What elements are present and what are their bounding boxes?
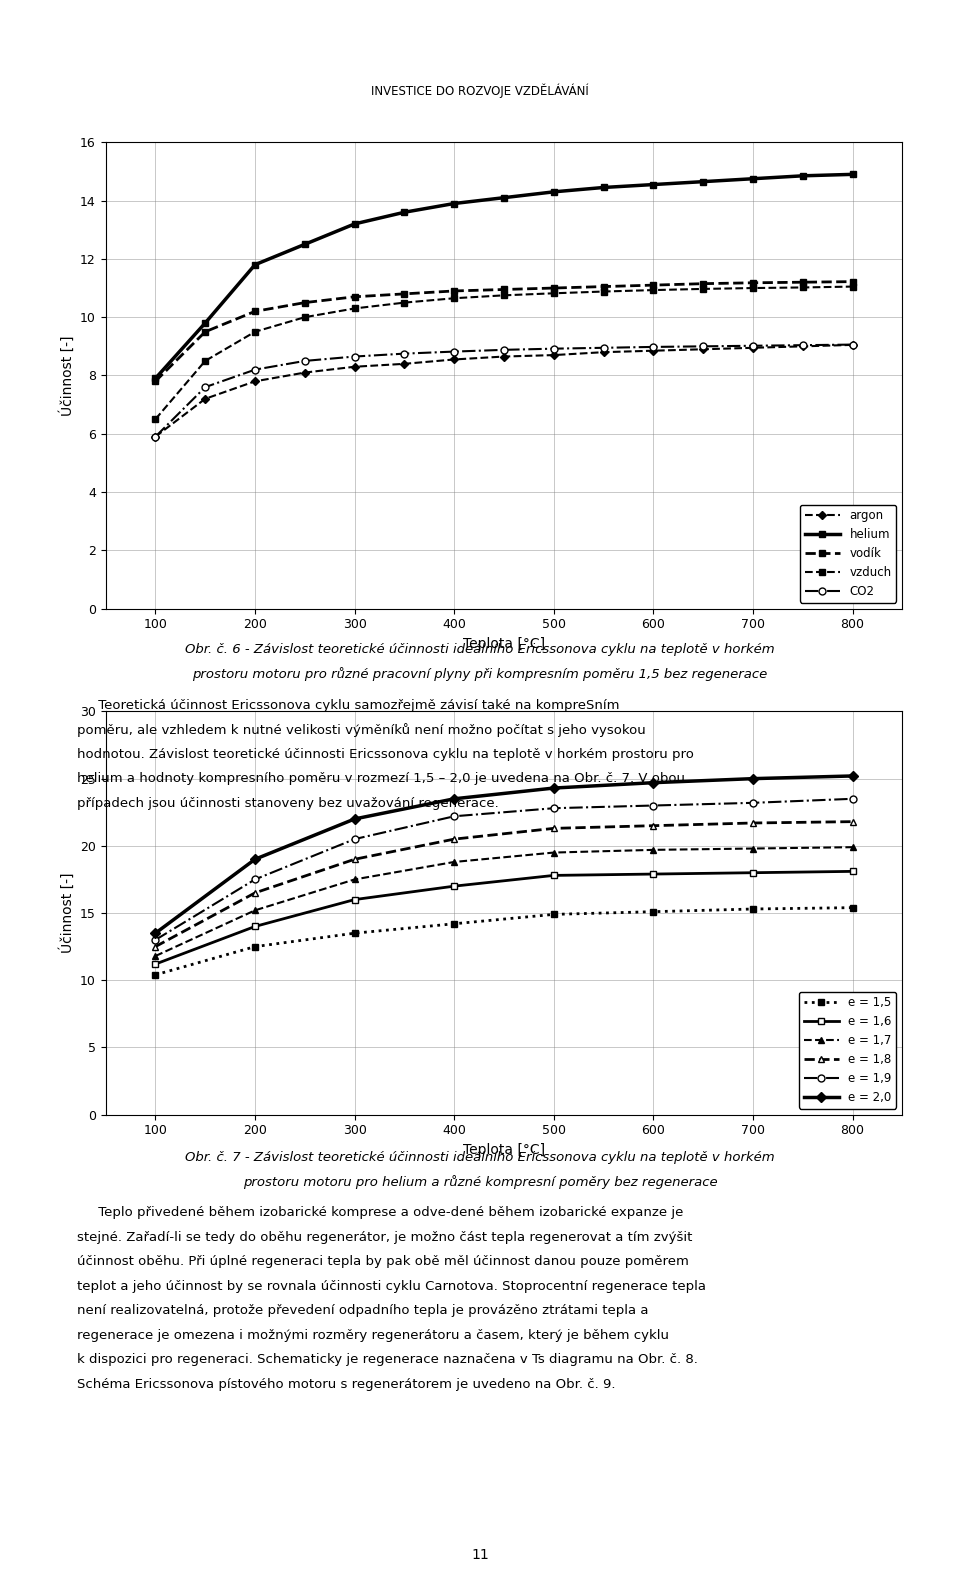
X-axis label: Teplota [°C]: Teplota [°C]: [463, 1143, 545, 1157]
Y-axis label: Účinnost [-]: Účinnost [-]: [59, 873, 75, 953]
Text: k dispozici pro regeneraci. Schematicky je regenerace naznačena v Ts diagramu na: k dispozici pro regeneraci. Schematicky …: [77, 1353, 698, 1366]
Text: Obr. č. 6 - Závislost teoretické účinnosti ideálního Ericssonova cyklu na teplot: Obr. č. 6 - Závislost teoretické účinnos…: [185, 643, 775, 656]
Text: 11: 11: [471, 1548, 489, 1562]
Text: Obr. č. 7 - Závislost teoretické účinnosti ideálního Ericssonova cyklu na teplot: Obr. č. 7 - Závislost teoretické účinnos…: [185, 1151, 775, 1164]
Text: Teoretická účinnost Ericssonova cyklu samozřejmě závisí také na kompreSním: Teoretická účinnost Ericssonova cyklu sa…: [77, 699, 619, 711]
Legend: argon, helium, vodík, vzduch, CO2: argon, helium, vodík, vzduch, CO2: [800, 504, 897, 602]
Legend: e = 1,5, e = 1,6, e = 1,7, e = 1,8, e = 1,9, e = 2,0: e = 1,5, e = 1,6, e = 1,7, e = 1,8, e = …: [799, 991, 897, 1108]
Text: účinnost oběhu. Při úplné regeneraci tepla by pak obě měl účinnost danou pouze p: účinnost oběhu. Při úplné regeneraci tep…: [77, 1255, 688, 1268]
Text: hodnotou. Závislost teoretické účinnosti Ericssonova cyklu na teplotě v horkém p: hodnotou. Závislost teoretické účinnosti…: [77, 748, 694, 760]
Text: Schéma Ericssonova pístového motoru s regenerátorem je uvedeno na Obr. č. 9.: Schéma Ericssonova pístového motoru s re…: [77, 1377, 615, 1391]
Text: prostoru motoru pro helium a různé kompresní poměry bez regenerace: prostoru motoru pro helium a různé kompr…: [243, 1175, 717, 1189]
Y-axis label: Účinnost [-]: Účinnost [-]: [59, 335, 75, 416]
Text: teplot a jeho účinnost by se rovnala účinnosti cyklu Carnotova. Stoprocentní reg: teplot a jeho účinnost by se rovnala úči…: [77, 1281, 706, 1293]
Text: není realizovatelná, protože převedení odpadního tepla je provázěno ztrátami tep: není realizovatelná, protože převedení o…: [77, 1304, 648, 1317]
Text: Teplo přivedené během izobarické komprese a odve-dené během izobarické expanze j: Teplo přivedené během izobarické kompres…: [77, 1206, 684, 1219]
Text: helium a hodnoty kompresního poměru v rozmezí 1,5 – 2,0 je uvedena na Obr. č. 7.: helium a hodnoty kompresního poměru v ro…: [77, 772, 684, 786]
Text: stejné. Zařadí-li se tedy do oběhu regenerátor, je možno část tepla regenerovat : stejné. Zařadí-li se tedy do oběhu regen…: [77, 1230, 692, 1244]
Text: regenerace je omezena i možnými rozměry regenerátoru a časem, který je během cyk: regenerace je omezena i možnými rozměry …: [77, 1328, 669, 1342]
Text: poměru, ale vzhledem k nutné velikosti výměníků není možno počítat s jeho vysoko: poměru, ale vzhledem k nutné velikosti v…: [77, 723, 645, 737]
X-axis label: Teplota [°C]: Teplota [°C]: [463, 637, 545, 651]
Text: INVESTICE DO ROZVOJE VZDĚLÁVÁNÍ: INVESTICE DO ROZVOJE VZDĚLÁVÁNÍ: [372, 84, 588, 98]
Text: prostoru motoru pro různé pracovní plyny při kompresním poměru 1,5 bez regenerac: prostoru motoru pro různé pracovní plyny…: [192, 667, 768, 681]
Text: případech jsou účinnosti stanoveny bez uvažování regenerace.: případech jsou účinnosti stanoveny bez u…: [77, 797, 498, 809]
